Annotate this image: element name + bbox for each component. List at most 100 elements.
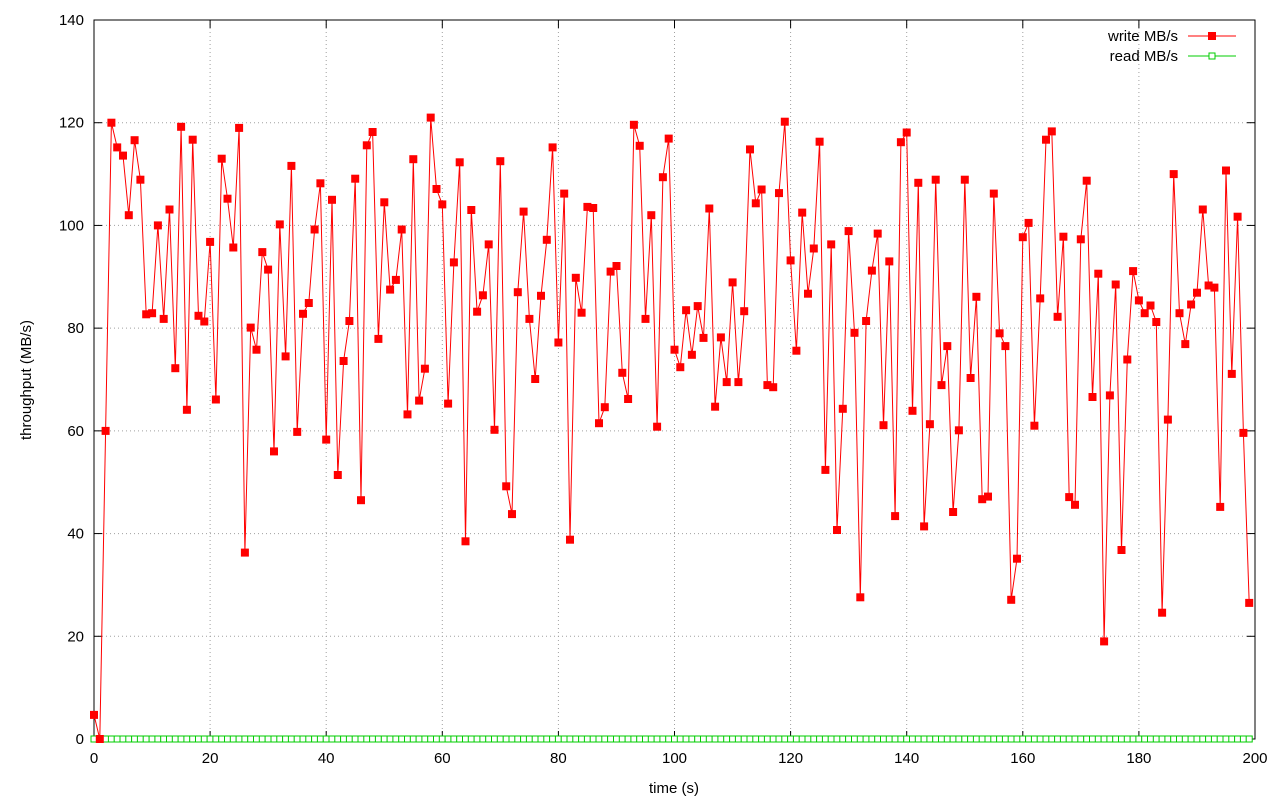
data-point bbox=[444, 399, 453, 408]
data-point bbox=[560, 735, 568, 743]
data-point bbox=[804, 735, 812, 743]
data-point bbox=[798, 208, 807, 217]
data-point bbox=[264, 735, 272, 743]
data-point bbox=[211, 395, 220, 404]
data-point bbox=[287, 161, 296, 170]
y-tick-label: 100 bbox=[59, 217, 84, 234]
data-point bbox=[398, 735, 406, 743]
data-point bbox=[589, 735, 597, 743]
data-point bbox=[1076, 235, 1085, 244]
y-tick-label: 140 bbox=[59, 12, 84, 29]
data-point bbox=[491, 735, 498, 743]
data-point bbox=[937, 381, 946, 390]
data-point bbox=[554, 338, 563, 347]
x-tick-label: 140 bbox=[894, 750, 919, 767]
legend: write MB/s read MB/s bbox=[1107, 28, 1236, 65]
data-point bbox=[833, 735, 841, 743]
data-point bbox=[339, 357, 348, 365]
data-point bbox=[345, 317, 354, 325]
data-point bbox=[636, 735, 644, 743]
data-point bbox=[606, 267, 615, 276]
data-point bbox=[107, 118, 116, 127]
data-point bbox=[612, 262, 621, 270]
data-point bbox=[502, 735, 510, 743]
data-point bbox=[664, 134, 673, 143]
data-point bbox=[607, 735, 615, 743]
data-point bbox=[224, 735, 231, 743]
data-point bbox=[496, 735, 504, 743]
data-point bbox=[195, 735, 202, 743]
data-point bbox=[1123, 735, 1131, 743]
data-point bbox=[630, 735, 638, 743]
data-point bbox=[514, 735, 522, 743]
data-point bbox=[1059, 232, 1068, 241]
data-point bbox=[368, 128, 377, 136]
data-point bbox=[734, 735, 742, 743]
data-point bbox=[879, 421, 888, 430]
data-point bbox=[1117, 546, 1126, 554]
data-point bbox=[148, 735, 156, 743]
data-point bbox=[769, 383, 778, 392]
data-point bbox=[734, 378, 743, 387]
data-point bbox=[340, 735, 348, 743]
data-point bbox=[502, 482, 511, 491]
data-point bbox=[374, 334, 383, 343]
data-point bbox=[1123, 355, 1132, 364]
data-point bbox=[955, 735, 963, 743]
data-point bbox=[642, 735, 649, 743]
data-point bbox=[154, 735, 162, 743]
data-point bbox=[1013, 735, 1021, 743]
data-point bbox=[896, 138, 905, 147]
data-point bbox=[1083, 735, 1091, 743]
x-tick-label: 160 bbox=[1010, 750, 1035, 767]
data-point bbox=[746, 145, 754, 154]
data-point bbox=[908, 406, 917, 415]
data-point bbox=[485, 735, 493, 743]
data-point bbox=[688, 735, 696, 743]
data-point bbox=[369, 735, 377, 743]
data-point bbox=[798, 735, 806, 743]
data-point bbox=[270, 447, 278, 456]
data-point bbox=[740, 735, 748, 743]
data-point bbox=[113, 735, 121, 743]
axis-ticks: 0 20 40 60 80 100 120 140 0 20 40 60 80 100 120 140 160 1… bbox=[59, 12, 1268, 767]
data-point bbox=[299, 735, 307, 743]
data-point bbox=[571, 273, 580, 282]
data-point bbox=[287, 735, 295, 743]
data-point bbox=[1036, 735, 1044, 743]
data-point bbox=[1233, 212, 1242, 221]
data-point bbox=[856, 735, 864, 743]
data-point bbox=[246, 323, 255, 332]
data-point bbox=[542, 235, 551, 244]
data-point bbox=[531, 735, 539, 743]
x-tick-label: 80 bbox=[550, 750, 567, 767]
data-point bbox=[1088, 393, 1097, 401]
data-point bbox=[665, 735, 673, 743]
data-point bbox=[1210, 283, 1219, 292]
x-tick-label: 0 bbox=[90, 750, 98, 767]
data-point bbox=[462, 735, 469, 743]
data-point bbox=[897, 735, 905, 743]
data-point bbox=[461, 537, 470, 546]
data-point bbox=[717, 735, 725, 743]
data-point bbox=[1024, 218, 1033, 227]
data-point bbox=[420, 364, 429, 373]
data-point bbox=[183, 735, 191, 743]
series-layer bbox=[90, 113, 1254, 743]
data-point bbox=[647, 211, 656, 220]
data-point bbox=[786, 256, 795, 265]
data-point bbox=[386, 285, 395, 294]
data-point bbox=[391, 275, 400, 284]
data-point bbox=[299, 309, 307, 318]
data-point bbox=[909, 735, 916, 743]
x-tick-label: 60 bbox=[434, 750, 451, 767]
data-point bbox=[1187, 735, 1195, 743]
data-point bbox=[1164, 735, 1172, 743]
data-point bbox=[931, 175, 940, 184]
data-point bbox=[519, 207, 528, 216]
data-point bbox=[124, 211, 133, 220]
data-point bbox=[804, 289, 812, 298]
data-point bbox=[821, 465, 830, 474]
data-point bbox=[275, 220, 284, 229]
data-point bbox=[188, 135, 197, 144]
